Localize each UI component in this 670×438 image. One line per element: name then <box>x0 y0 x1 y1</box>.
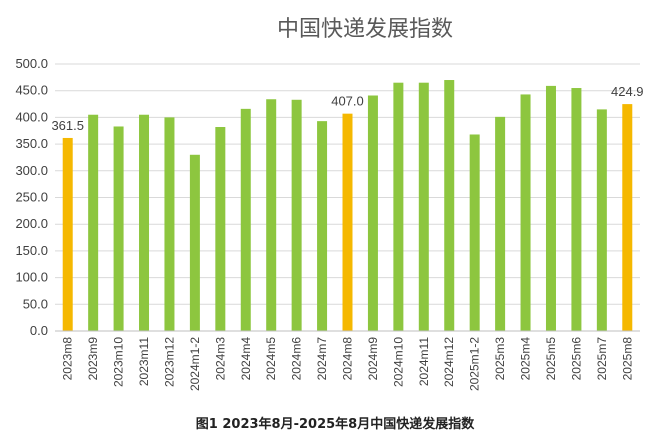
chart-title: 中国快递发展指数 <box>277 17 453 42</box>
bar-2024m10 <box>393 82 404 331</box>
x-tick-label: 2023m8 <box>61 337 75 381</box>
bar-2024m6 <box>291 99 302 331</box>
bar-2025m1-2 <box>469 134 480 331</box>
y-tick-label: 300.0 <box>15 163 48 178</box>
x-tick-label: 2025m3 <box>493 337 507 381</box>
x-tick-label: 2024m11 <box>417 337 431 386</box>
bar-2025m6 <box>571 88 582 331</box>
y-tick-label: 350.0 <box>15 136 48 151</box>
y-tick-label: 400.0 <box>15 109 48 124</box>
bar-2023m9 <box>88 114 99 331</box>
bar-2023m8 <box>62 137 73 331</box>
bar-2025m7 <box>596 109 607 331</box>
bar-2024m5 <box>266 99 277 331</box>
x-tick-label: 2023m10 <box>112 337 126 387</box>
x-tick-label: 2025m4 <box>519 337 533 381</box>
x-tick-label: 2024m12 <box>442 337 456 387</box>
bar-2024m1-2 <box>189 154 200 331</box>
data-labels: 361.5 407.0 424.9 <box>51 84 643 133</box>
y-tick-label: 450.0 <box>15 83 48 98</box>
x-tick-label: 2024m4 <box>239 337 253 381</box>
bar-2025m4 <box>520 94 531 331</box>
figure-caption: 图1 2023年8月-2025年8月中国快递发展指数 <box>196 416 475 432</box>
y-tick-label: 500.0 <box>15 56 48 71</box>
bar-2024m8 <box>342 113 353 331</box>
x-tick-label: 2024m10 <box>391 337 405 387</box>
data-label: 407.0 <box>331 94 364 109</box>
bar-2025m5 <box>545 85 556 331</box>
bar-2024m7 <box>317 121 328 331</box>
y-tick-label: 150.0 <box>15 243 48 258</box>
x-tick-label: 2023m11 <box>137 337 151 386</box>
x-tick-label: 2024m8 <box>341 337 355 381</box>
y-tick-label: 50.0 <box>23 296 48 311</box>
bar-2025m8 <box>622 104 633 332</box>
bar-2023m12 <box>164 117 175 332</box>
bar-2024m4 <box>240 108 251 331</box>
y-tick-label: 200.0 <box>15 216 48 231</box>
x-tick-label: 2024m1-2 <box>188 337 202 391</box>
bar-2023m10 <box>113 126 124 331</box>
y-tick-label: 100.0 <box>15 270 48 285</box>
x-tick-label: 2025m1-2 <box>468 337 482 391</box>
y-tick-label: 250.0 <box>15 190 48 205</box>
bars <box>62 80 633 332</box>
x-tick-label: 2025m6 <box>569 337 583 381</box>
x-tick-label: 2024m9 <box>366 337 380 381</box>
y-axis-ticks: 0.0 50.0 100.0 150.0 200.0 250.0 300.0 350.0 400… <box>15 56 48 338</box>
bar-2024m9 <box>367 95 378 331</box>
bar-2023m11 <box>139 114 150 331</box>
x-tick-label: 2024m5 <box>264 337 278 381</box>
x-tick-label: 2024m7 <box>315 337 329 381</box>
data-label: 424.9 <box>611 84 644 99</box>
x-tick-label: 2024m3 <box>213 337 227 381</box>
bar-2024m11 <box>418 82 429 331</box>
data-label: 361.5 <box>51 118 84 133</box>
bar-2024m3 <box>215 127 226 332</box>
x-tick-label: 2025m7 <box>595 337 609 381</box>
y-tick-label: 0.0 <box>30 323 48 338</box>
x-tick-label: 2023m9 <box>86 337 100 381</box>
x-axis-ticks: 2023m8 2023m9 2023m10 2023m11 2023m12 2024m1-… <box>61 337 635 391</box>
bar-2025m3 <box>495 116 506 331</box>
x-tick-label: 2025m5 <box>544 337 558 381</box>
x-tick-label: 2024m6 <box>290 337 304 381</box>
bar-2024m12 <box>444 80 455 332</box>
x-tick-label: 2023m12 <box>162 337 176 387</box>
x-tick-label: 2025m8 <box>620 337 634 381</box>
